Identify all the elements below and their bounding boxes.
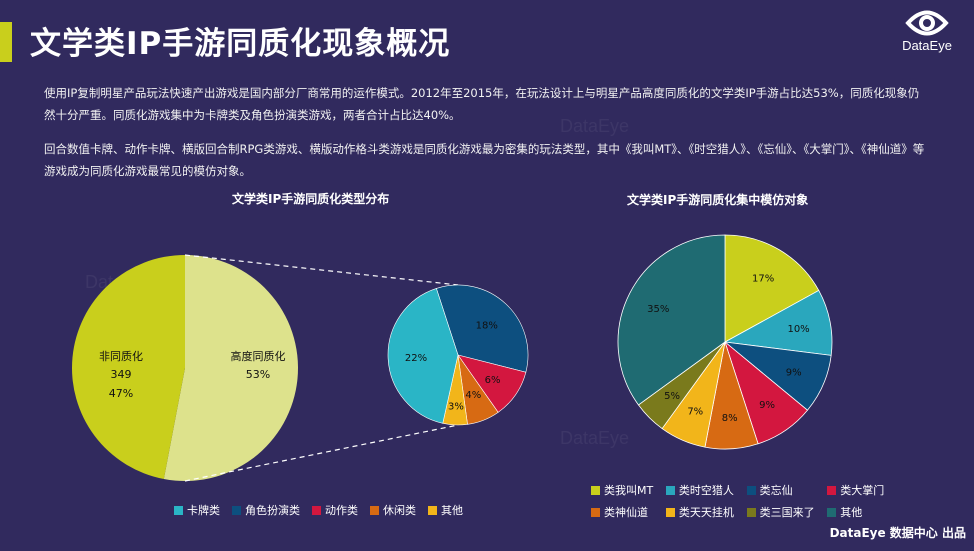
pie2-label: 9% bbox=[786, 368, 802, 379]
pie-label-percent: 47% bbox=[109, 387, 133, 400]
legend-swatch bbox=[370, 505, 379, 515]
legend-label: 类神仙道 bbox=[604, 506, 648, 519]
legend-item: 类大掌门 bbox=[827, 482, 891, 498]
legend-label: 类忘仙 bbox=[759, 484, 793, 497]
legend-label: 类天天挂机 bbox=[678, 506, 734, 519]
legend-item: 卡牌类 bbox=[174, 502, 220, 518]
title-accent-bar bbox=[0, 22, 12, 62]
legend-item: 类天天挂机 bbox=[665, 504, 741, 520]
sub-pie-slice-0 bbox=[387, 288, 459, 424]
legend-swatch bbox=[665, 507, 675, 517]
legend-item: 类忘仙 bbox=[746, 482, 822, 498]
legend-label: 休闲类 bbox=[383, 504, 416, 517]
chart1-title: 文学类IP手游同质化类型分布 bbox=[232, 192, 390, 206]
legend-label: 类三国来了 bbox=[759, 506, 815, 519]
legend-swatch bbox=[665, 485, 675, 495]
sub-pie-label: 22% bbox=[405, 353, 427, 364]
sub-pie-slice-1 bbox=[435, 284, 529, 373]
legend-swatch bbox=[428, 505, 437, 515]
legend-item: 其他 bbox=[827, 504, 891, 520]
chart1-legend: 卡牌类 角色扮演类 动作类 休闲类 其他 bbox=[174, 502, 463, 518]
legend-label: 类时空猎人 bbox=[678, 484, 734, 497]
legend-item: 类神仙道 bbox=[591, 504, 660, 520]
legend-label: 动作类 bbox=[325, 504, 358, 517]
pie-slice-non-homogeneous bbox=[71, 255, 185, 479]
dataeye-logo: DataEye bbox=[892, 8, 962, 53]
legend-swatch bbox=[746, 507, 756, 517]
pie2-label: 9% bbox=[759, 400, 775, 411]
legend-swatch bbox=[591, 485, 600, 495]
eye-icon bbox=[905, 10, 949, 36]
legend-item: 类我叫MT bbox=[591, 482, 660, 498]
pie-label-name: 非同质化 bbox=[99, 349, 143, 363]
pie2-label: 8% bbox=[722, 413, 738, 424]
sub-pie-label: 18% bbox=[476, 320, 498, 331]
connector-line-top bbox=[184, 254, 459, 286]
pie-label-percent: 53% bbox=[246, 368, 270, 381]
pie2-label: 17% bbox=[752, 274, 774, 285]
legend-swatch bbox=[827, 485, 837, 495]
legend-label: 卡牌类 bbox=[187, 504, 220, 517]
watermark: DataEye bbox=[560, 116, 630, 136]
legend-swatch bbox=[174, 505, 183, 515]
legend-label: 类大掌门 bbox=[840, 484, 885, 497]
watermark: DataEye bbox=[560, 428, 630, 448]
sub-pie-label: 4% bbox=[465, 390, 481, 401]
legend-label: 角色扮演类 bbox=[245, 504, 300, 517]
legend-swatch bbox=[827, 507, 837, 517]
legend-item: 动作类 bbox=[312, 502, 358, 518]
legend-item: 类三国来了 bbox=[746, 504, 822, 520]
pie-label-name: 高度同质化 bbox=[231, 349, 286, 363]
legend-item: 其他 bbox=[428, 502, 463, 518]
chart2-title: 文学类IP手游同质化集中模仿对象 bbox=[627, 193, 809, 207]
footer-credit: DataEye 数据中心 出品 bbox=[829, 526, 966, 540]
legend-item: 休闲类 bbox=[370, 502, 416, 518]
legend-item: 角色扮演类 bbox=[232, 502, 300, 518]
sub-pie-label: 3% bbox=[448, 401, 464, 412]
logo-text: DataEye bbox=[902, 38, 952, 53]
legend-item: 类时空猎人 bbox=[665, 482, 741, 498]
sub-pie-label: 6% bbox=[485, 375, 501, 386]
pie-label-count: 349 bbox=[111, 368, 132, 381]
connector-line-bottom bbox=[184, 424, 459, 482]
pie2-label: 35% bbox=[647, 304, 669, 315]
page-title: 文学类IP手游同质化现象概况 bbox=[30, 26, 451, 62]
legend-label: 其他 bbox=[441, 504, 463, 517]
legend-label: 类我叫MT bbox=[604, 484, 654, 497]
pie2-slice-0 bbox=[724, 234, 820, 343]
pie2-label: 10% bbox=[787, 324, 809, 335]
pie2-slice-7 bbox=[617, 234, 726, 406]
detail-paragraph: 回合数值卡牌、动作卡牌、横版回合制RPG类游戏、横版动作格斗类游戏是同质化游戏最… bbox=[44, 142, 925, 178]
legend-swatch bbox=[591, 507, 600, 517]
intro-paragraph: 使用IP复制明星产品玩法快速产出游戏是国内部分厂商常用的运作模式。2012年至2… bbox=[44, 86, 920, 122]
legend-label: 其他 bbox=[840, 506, 863, 519]
pie2-label: 7% bbox=[687, 407, 703, 418]
legend-swatch bbox=[746, 485, 756, 495]
legend-swatch bbox=[312, 505, 321, 515]
legend-swatch bbox=[232, 505, 241, 515]
chart2-legend: 类我叫MT 类时空猎人 类忘仙 类大掌门类神仙道 类天天挂机 类三国来了 其他 bbox=[591, 482, 891, 520]
pie2-label: 5% bbox=[664, 391, 680, 402]
pie-slice-homogeneous bbox=[163, 255, 298, 481]
